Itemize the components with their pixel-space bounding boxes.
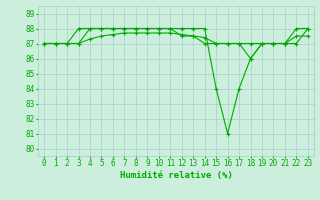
X-axis label: Humidité relative (%): Humidité relative (%) [120, 171, 232, 180]
